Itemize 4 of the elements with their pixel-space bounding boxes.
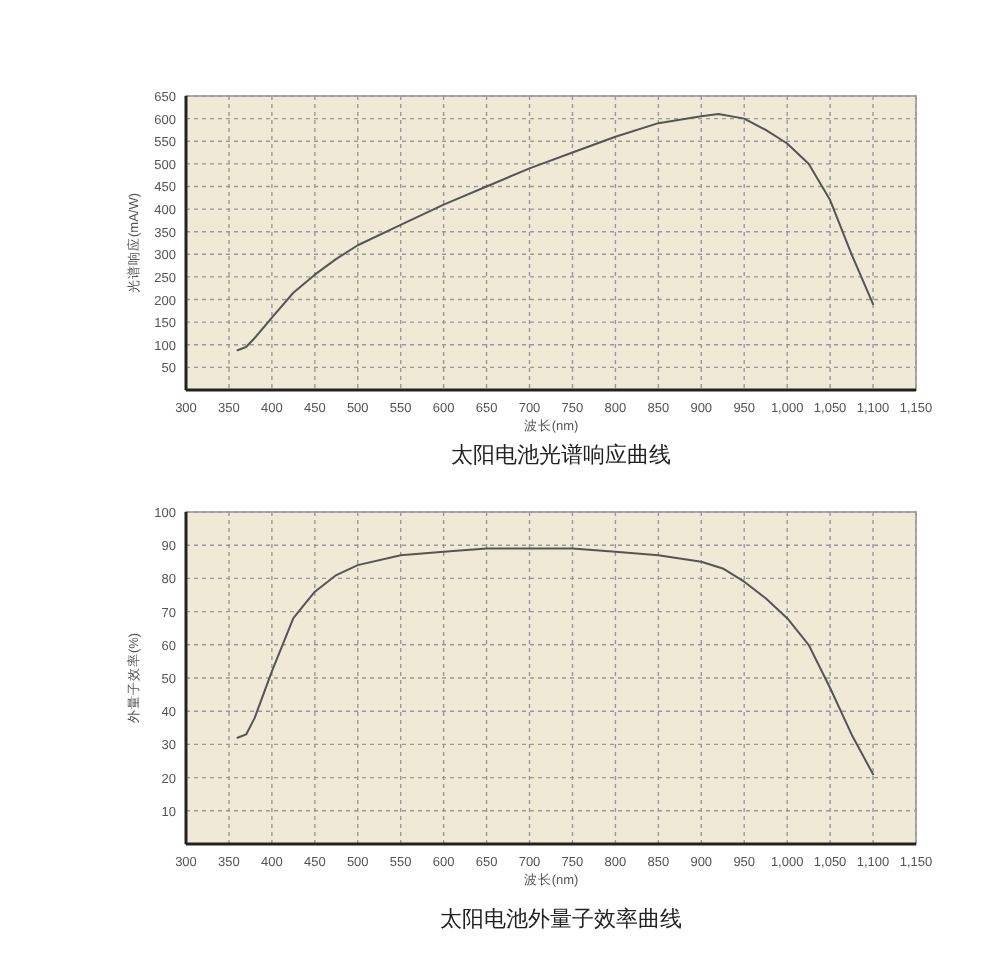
line-series <box>236 113 875 352</box>
text: 太阳电池外量子效率曲线 <box>440 906 682 932</box>
line-series <box>236 547 875 776</box>
text: 太阳电池光谱响应曲线 <box>451 442 671 468</box>
